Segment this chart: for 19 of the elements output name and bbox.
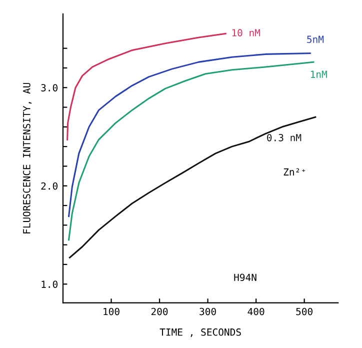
annotation: H94N xyxy=(234,274,256,282)
series-label: 0.3 nM xyxy=(267,134,302,142)
line-series xyxy=(68,116,316,258)
y-axis-title: FLUORESCENCE INTENSITY, AU xyxy=(22,82,32,234)
annotation: Zn²⁺ xyxy=(284,168,306,176)
y-tick-label: 1.0 xyxy=(42,280,58,288)
x-tick-label: 300 xyxy=(200,308,216,316)
x-tick-label: 500 xyxy=(296,308,312,316)
x-tick-label: 100 xyxy=(104,308,120,316)
x-tick-label: 200 xyxy=(151,308,168,316)
line-series xyxy=(66,32,226,140)
line-series xyxy=(68,52,311,218)
series-label: 5nM xyxy=(307,36,324,43)
x-tick-label: 400 xyxy=(248,308,264,316)
y-tick-label: 2.0 xyxy=(41,182,58,190)
y-tick-label: 3.0 xyxy=(41,84,58,92)
series-label: 1nM xyxy=(310,70,327,78)
x-axis-title: TIME , SECONDS xyxy=(160,328,241,337)
series-label: 10 nM xyxy=(232,29,260,36)
